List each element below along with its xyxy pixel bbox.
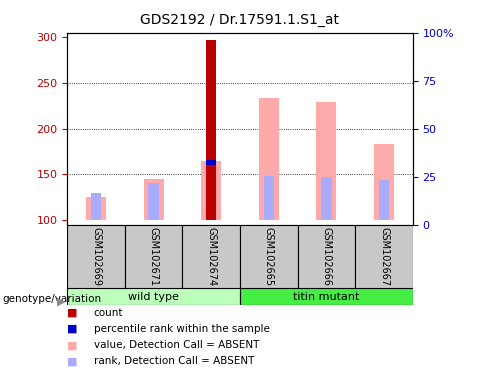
Bar	[321, 177, 332, 220]
Text: ■: ■	[67, 324, 78, 334]
Text: GSM102665: GSM102665	[264, 227, 274, 286]
Bar	[201, 161, 221, 220]
Text: GSM102674: GSM102674	[206, 227, 216, 286]
Text: value, Detection Call = ABSENT: value, Detection Call = ABSENT	[94, 340, 259, 350]
Text: genotype/variation: genotype/variation	[2, 294, 102, 304]
Text: wild type: wild type	[128, 291, 179, 302]
Bar	[125, 225, 182, 288]
Bar	[148, 184, 159, 220]
Bar	[67, 225, 125, 288]
Text: rank, Detection Call = ABSENT: rank, Detection Call = ABSENT	[94, 356, 254, 366]
Bar	[206, 40, 216, 220]
Bar	[240, 288, 413, 305]
Bar	[355, 225, 413, 288]
Bar	[240, 225, 298, 288]
Text: ■: ■	[67, 356, 78, 366]
Bar	[374, 144, 394, 220]
Bar	[91, 193, 101, 220]
Text: GSM102667: GSM102667	[379, 227, 389, 286]
Text: ■: ■	[67, 340, 78, 350]
Bar	[298, 225, 355, 288]
Text: GSM102666: GSM102666	[322, 227, 331, 286]
Bar	[86, 197, 106, 220]
Bar	[379, 180, 389, 220]
Text: ▶: ▶	[57, 296, 65, 306]
Text: count: count	[94, 308, 123, 318]
Bar	[206, 160, 216, 165]
Text: titin mutant: titin mutant	[293, 291, 360, 302]
Bar	[182, 225, 240, 288]
Text: ■: ■	[67, 308, 78, 318]
Bar	[316, 102, 336, 220]
Text: GDS2192 / Dr.17591.1.S1_at: GDS2192 / Dr.17591.1.S1_at	[141, 13, 339, 27]
Text: percentile rank within the sample: percentile rank within the sample	[94, 324, 269, 334]
Bar	[144, 179, 164, 220]
Bar	[264, 176, 274, 220]
Text: GSM102669: GSM102669	[91, 227, 101, 286]
Text: GSM102671: GSM102671	[149, 227, 158, 286]
Bar	[67, 288, 240, 305]
Bar	[259, 98, 279, 220]
